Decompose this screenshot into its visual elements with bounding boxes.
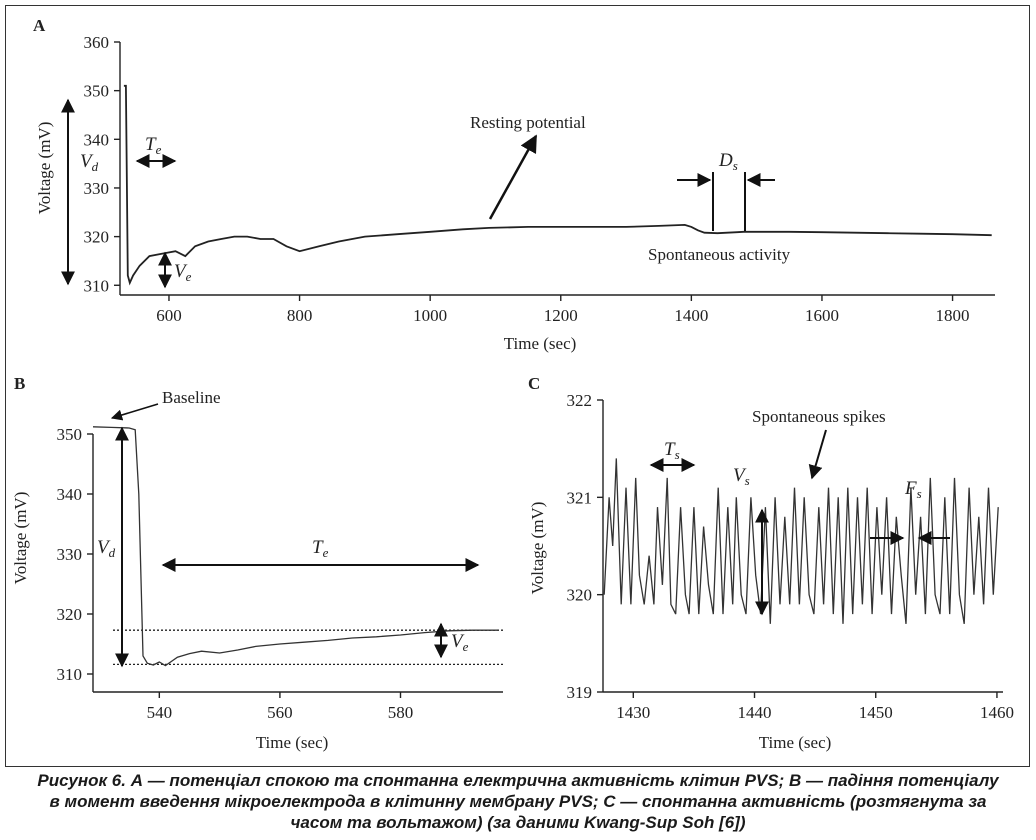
panel-a-resting-label: Resting potential [470, 113, 586, 132]
panel-b: 540 560 580 310 320 330 340 350 Time (sec) Volt… [11, 388, 503, 752]
panel-c-ts-label: Ts [664, 439, 680, 462]
panel-a-x-tick-label: 1000 [413, 306, 447, 325]
panel-label-b: B [14, 374, 25, 393]
panel-b-vd-label: Vd [97, 537, 116, 560]
panel-a-x-tick-label: 1800 [936, 306, 970, 325]
panel-label-c: C [528, 374, 540, 393]
caption-line-2: в момент введення мікроелектрода в кліти… [49, 792, 987, 811]
caption-line-3: часом та вольтажом) (за даними Kwang-Sup… [290, 813, 746, 832]
panel-a-ticks: 600 800 1000 1200 1400 1600 1800 310 320 330 340 35… [84, 33, 970, 325]
panel-a-axes [119, 42, 995, 296]
panel-b-y-tick-label: 320 [57, 605, 83, 624]
panel-b-baseline-label: Baseline [162, 388, 221, 407]
panel-a-ve-label: Ve [174, 261, 192, 284]
panel-c-x-tick-label: 1450 [859, 703, 893, 722]
panel-c-axes [602, 400, 1003, 693]
panel-a-xlabel: Time (sec) [504, 334, 577, 353]
caption-line-1: Рисунок 6. А — потенціал спокою та спонт… [37, 771, 999, 790]
panel-a-ds-label: Ds [718, 150, 738, 173]
panel-c-spikes-label: Spontaneous spikes [752, 407, 886, 426]
panel-a-y-tick-label: 360 [84, 33, 110, 52]
panel-b-ylabel: Voltage (mV) [11, 492, 30, 585]
panel-a-y-tick-label: 320 [84, 228, 110, 247]
panel-c-ticks: 1430 1440 1450 1460 319 320 321 322 [567, 391, 1014, 722]
panel-a-x-tick-label: 1400 [674, 306, 708, 325]
panel-b-x-tick-label: 580 [388, 703, 414, 722]
panel-a-x-tick-label: 1200 [544, 306, 578, 325]
panel-b-axes [92, 434, 503, 693]
panel-c-xlabel: Time (sec) [759, 733, 832, 752]
panel-c-x-tick-label: 1460 [980, 703, 1014, 722]
panel-b-voltage-trace [92, 426, 497, 667]
panel-b-ve-label: Ve [451, 631, 469, 654]
panel-b-baseline-arrow [110, 403, 159, 421]
panel-c-y-tick-label: 322 [567, 391, 593, 410]
panel-b-y-tick-label: 330 [57, 545, 83, 564]
figure-frame [5, 5, 1030, 767]
panel-a-ylabel: Voltage (mV) [35, 122, 54, 215]
panel-c-fs-label: Fs [904, 478, 922, 501]
panel-a-x-tick-label: 800 [287, 306, 313, 325]
panel-c-x-tick-label: 1430 [616, 703, 650, 722]
panel-b-y-tick-label: 310 [57, 665, 83, 684]
panel-b-x-tick-label: 540 [147, 703, 173, 722]
panel-b-te-label: Te [312, 537, 329, 560]
panel-a-y-tick-label: 340 [84, 130, 110, 149]
panel-c-y-tick-label: 321 [567, 488, 593, 507]
panel-a-resting-arrow [488, 134, 538, 220]
panel-a-y-tick-label: 310 [84, 276, 110, 295]
panel-c-vs-label: Vs [733, 465, 750, 488]
panel-b-x-tick-label: 560 [267, 703, 293, 722]
panel-c-x-tick-label: 1440 [738, 703, 772, 722]
figure-plots: A B C 600 800 1000 1200 1400 1600 1800 310 320 33… [11, 16, 1014, 752]
panel-c-voltage-trace [603, 458, 999, 625]
panel-c-y-tick-label: 319 [567, 683, 593, 702]
panel-a-te-label: Te [145, 134, 162, 157]
panel-b-reference-lines [113, 629, 503, 666]
panel-a: 600 800 1000 1200 1400 1600 1800 310 320 330 340 35… [35, 33, 995, 353]
panel-c-spikes-arrow [808, 429, 827, 480]
panel-c-y-tick-label: 320 [567, 586, 593, 605]
panel-a-x-tick-label: 600 [156, 306, 182, 325]
figure-caption: Рисунок 6. А — потенціал спокою та спонт… [0, 770, 1036, 833]
panel-b-y-tick-label: 350 [57, 425, 83, 444]
panel-b-xlabel: Time (sec) [256, 733, 329, 752]
panel-a-x-tick-label: 1600 [805, 306, 839, 325]
panel-a-spontaneous-label: Spontaneous activity [648, 245, 791, 264]
panel-b-ticks: 540 560 580 310 320 330 340 350 [57, 425, 414, 722]
panel-c-ylabel: Voltage (mV) [528, 502, 547, 595]
panel-a-y-tick-label: 350 [84, 82, 110, 101]
panel-label-a: A [33, 16, 46, 35]
panel-a-y-tick-label: 330 [84, 179, 110, 198]
panel-b-y-tick-label: 340 [57, 485, 83, 504]
panel-a-vd-label: Vd [80, 151, 99, 174]
